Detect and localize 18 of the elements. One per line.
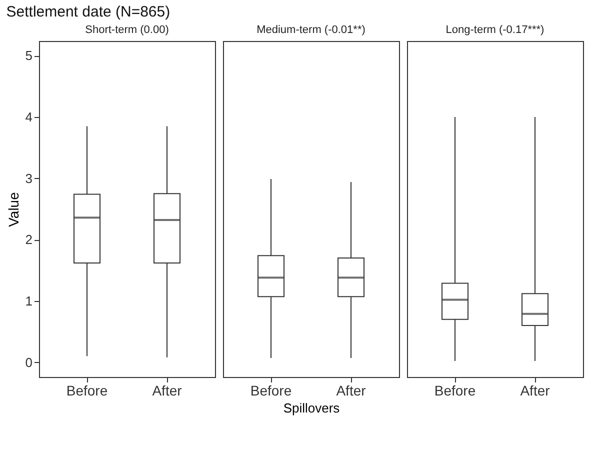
x-tick-label: Before [250,382,292,398]
y-tick-label: 3 [25,170,32,186]
x-axis-title: Spillovers [283,400,340,416]
chart-title: Settlement date (N=865) [6,4,170,20]
y-axis-title: Value [5,192,22,227]
y-tick-label: 2 [25,232,32,248]
x-tick-label: After [520,382,550,398]
x-tick-label: Before [66,382,108,398]
x-tick-label: After [152,382,182,398]
chart-subtitle: Short-term (0.00) [85,24,169,36]
y-tick-label: 5 [25,48,32,64]
chart-subtitle: Long-term (-0.17***) [446,24,544,36]
x-tick-label: After [336,382,366,398]
y-tick-label: 4 [25,110,32,125]
y-tick-label: 1 [25,293,32,308]
y-tick-label: 0 [25,354,32,370]
chart-subtitle: Medium-term (-0.01**) [256,24,366,36]
x-tick-label: Before [434,382,476,398]
